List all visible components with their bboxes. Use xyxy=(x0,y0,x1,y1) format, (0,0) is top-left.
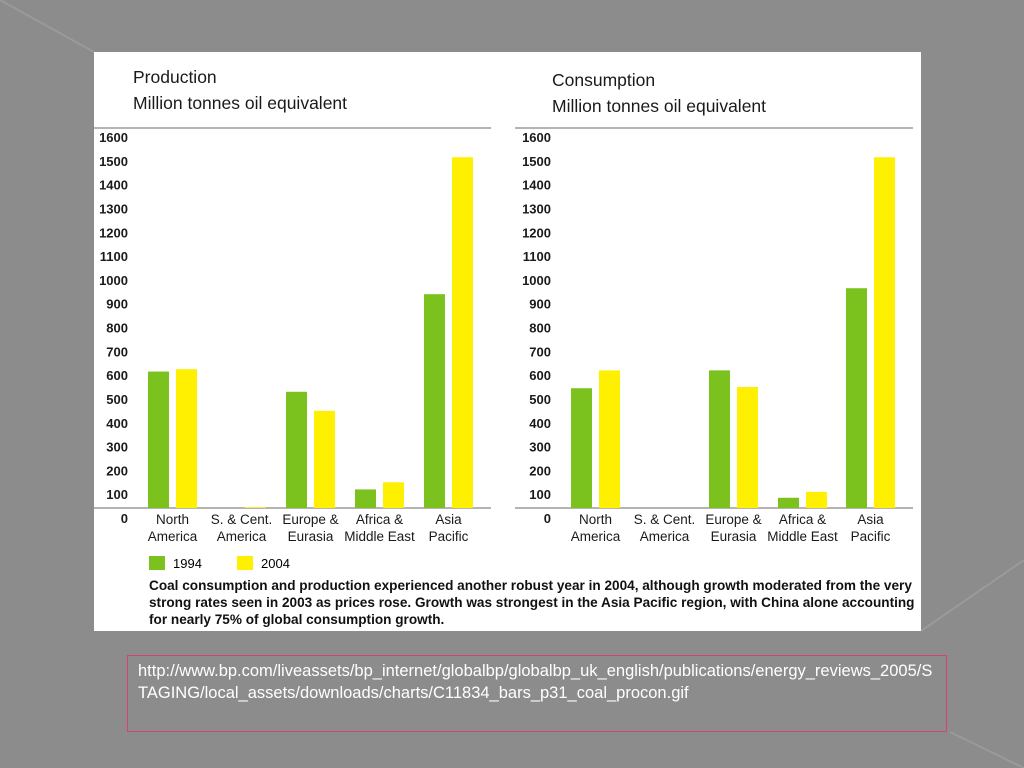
production-y-tick-label: 1300 xyxy=(99,201,128,216)
production-bar-1994-4 xyxy=(424,294,445,508)
consumption-y-tick-label: 1200 xyxy=(522,225,551,240)
consumption-category-label: Pacific xyxy=(851,529,891,544)
legend-swatch-1994 xyxy=(149,556,165,570)
production-bar-2004-4 xyxy=(452,157,473,508)
consumption-category-label: Middle East xyxy=(767,529,838,544)
consumption-y-tick-label: 600 xyxy=(529,368,551,383)
production-category-label: Middle East xyxy=(344,529,415,544)
production-y-tick-label: 1500 xyxy=(99,154,128,169)
consumption-y-tick-label: 1000 xyxy=(522,273,551,288)
consumption-y-tick-label: 300 xyxy=(529,440,551,455)
consumption-y-tick-label: 1100 xyxy=(523,249,551,264)
production-category-label: Eurasia xyxy=(288,529,334,544)
production-bar-2004-2 xyxy=(314,410,335,508)
consumption-category-label: Africa & xyxy=(779,512,826,527)
consumption-category-label: Eurasia xyxy=(711,529,757,544)
production-bar-2004-1 xyxy=(245,507,266,508)
production-y-tick-label: 1600 xyxy=(99,130,128,145)
production-bar-2004-0 xyxy=(176,369,197,508)
production-y-tick-label: 300 xyxy=(106,440,128,455)
production-category-label: Africa & xyxy=(356,512,403,527)
production-y-tick-label: 1100 xyxy=(100,249,128,264)
consumption-bar-1994-3 xyxy=(778,497,799,508)
production-y-tick-label: 600 xyxy=(106,368,128,383)
consumption-category-label: Asia xyxy=(857,512,884,527)
consumption-bar-1994-2 xyxy=(709,370,730,508)
consumption-subtitle: Million tonnes oil equivalent xyxy=(552,96,766,116)
production-bar-2004-3 xyxy=(383,482,404,508)
production-title: Production xyxy=(133,67,217,87)
production-y-tick-label: 500 xyxy=(106,392,128,407)
consumption-category-label: America xyxy=(571,529,621,544)
chart-figure: Production Million tonnes oil equivalent 0… xyxy=(94,52,921,631)
production-category-label: America xyxy=(217,529,267,544)
production-y-tick-label: 800 xyxy=(106,321,128,336)
production-category-label: Europe & xyxy=(282,512,338,527)
consumption-y-tick-label: 200 xyxy=(529,463,551,478)
chart-canvas: Production Million tonnes oil equivalent 0… xyxy=(94,67,913,544)
consumption-y-tick-label: 400 xyxy=(529,416,551,431)
legend-swatch-2004 xyxy=(237,556,253,570)
consumption-y-tick-label: 1400 xyxy=(522,178,551,193)
source-url-text: http://www.bp.com/liveassets/bp_internet… xyxy=(138,662,933,702)
production-y-tick-label: 200 xyxy=(106,463,128,478)
consumption-y-tick-label: 900 xyxy=(529,297,551,312)
consumption-bar-2004-2 xyxy=(737,387,758,508)
production-category-label: North xyxy=(156,512,189,527)
consumption-y-tick-label: 800 xyxy=(529,321,551,336)
production-y-tick-label: 1000 xyxy=(99,273,128,288)
consumption-y-tick-label: 0 xyxy=(544,511,551,526)
chart-caption: Coal consumption and production experien… xyxy=(149,578,915,627)
legend-item-1994: 1994 xyxy=(149,554,202,572)
production-category-label: S. & Cent. xyxy=(211,512,273,527)
production-y-tick-label: 700 xyxy=(106,344,128,359)
production-bar-1994-2 xyxy=(286,391,307,508)
source-url-box: http://www.bp.com/liveassets/bp_internet… xyxy=(127,655,947,732)
consumption-bar-1994-0 xyxy=(571,388,592,508)
production-y-tick-label: 900 xyxy=(106,297,128,312)
consumption-y-tick-label: 1600 xyxy=(522,130,551,145)
consumption-y-tick-label: 1500 xyxy=(522,154,551,169)
consumption-y-tick-label: 1300 xyxy=(522,201,551,216)
consumption-category-label: America xyxy=(640,529,690,544)
production-category-label: America xyxy=(148,529,198,544)
production-y-tick-label: 0 xyxy=(121,511,128,526)
production-y-tick-label: 1200 xyxy=(99,225,128,240)
consumption-bar-2004-3 xyxy=(806,491,827,508)
legend-label-1994: 1994 xyxy=(173,555,202,571)
consumption-y-tick-label: 700 xyxy=(529,344,551,359)
production-subtitle: Million tonnes oil equivalent xyxy=(133,93,347,113)
consumption-bar-1994-4 xyxy=(846,288,867,508)
consumption-category-label: Europe & xyxy=(705,512,761,527)
production-y-tick-label: 1400 xyxy=(99,178,128,193)
consumption-category-label: S. & Cent. xyxy=(634,512,696,527)
consumption-bar-2004-0 xyxy=(599,370,620,508)
legend-item-2004: 2004 xyxy=(237,554,290,572)
production-bar-1994-0 xyxy=(148,371,169,508)
consumption-y-tick-label: 100 xyxy=(529,487,551,502)
production-y-tick-label: 100 xyxy=(106,487,128,502)
production-category-label: Asia xyxy=(435,512,462,527)
production-category-label: Pacific xyxy=(429,529,469,544)
consumption-y-tick-label: 500 xyxy=(529,392,551,407)
legend-label-2004: 2004 xyxy=(261,555,290,571)
consumption-title: Consumption xyxy=(552,70,655,90)
production-bar-1994-3 xyxy=(355,489,376,508)
consumption-bar-2004-4 xyxy=(874,157,895,508)
production-y-tick-label: 400 xyxy=(106,416,128,431)
consumption-category-label: North xyxy=(579,512,612,527)
